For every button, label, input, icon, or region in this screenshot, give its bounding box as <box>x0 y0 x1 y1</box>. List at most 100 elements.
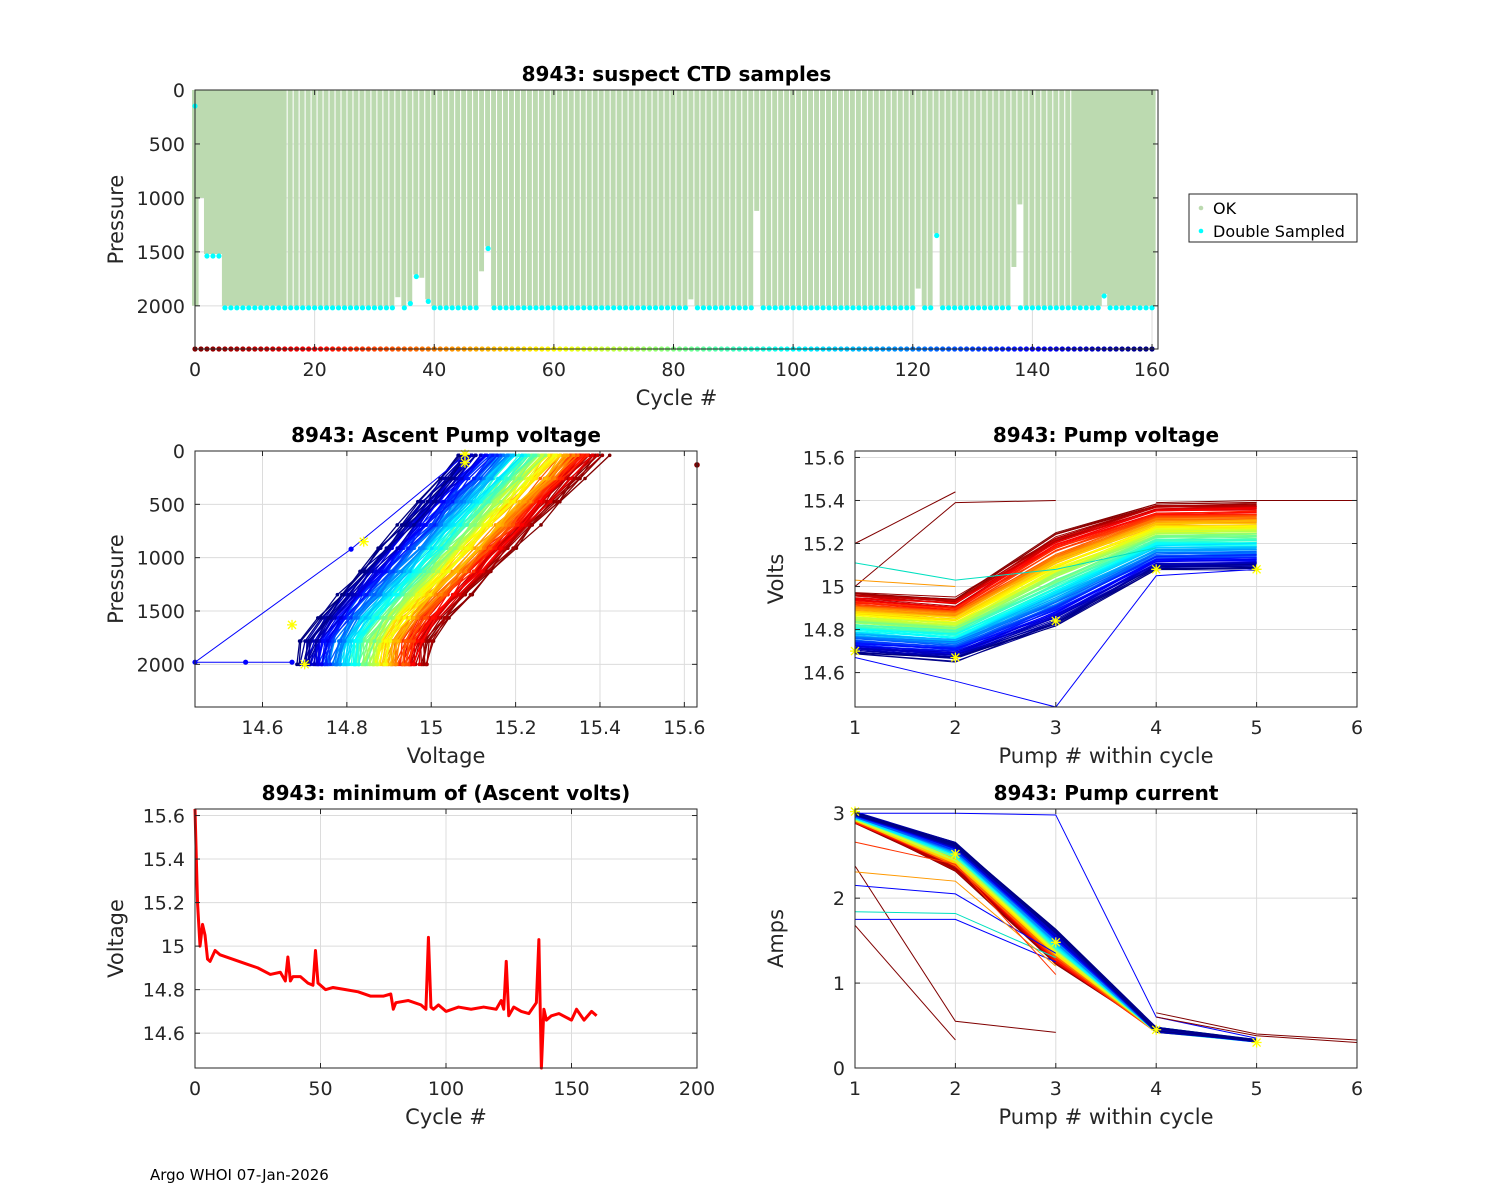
double-sampled-point <box>599 305 605 311</box>
data-layer <box>192 90 1156 352</box>
ok-sample-bar <box>299 90 305 306</box>
highlight-star <box>287 619 298 630</box>
profile-point <box>434 546 439 550</box>
profile-point <box>438 476 442 481</box>
profile-point <box>457 592 462 597</box>
double-sampled-point <box>461 305 467 311</box>
profile-point <box>338 662 342 667</box>
profile-point <box>495 523 500 527</box>
data-layer <box>193 808 598 1070</box>
profile-point <box>355 592 360 597</box>
ok-sample-bar <box>843 90 849 306</box>
profile-point <box>489 569 493 574</box>
double-sampled-point <box>329 305 336 311</box>
outlier-point <box>348 546 354 552</box>
ok-sample-bar <box>718 90 724 306</box>
double-sampled-point <box>880 305 886 311</box>
ok-sample-bar <box>909 90 915 306</box>
double-sampled-point <box>790 305 796 311</box>
x-axis-label: Pump # within cycle <box>999 744 1214 768</box>
ok-sample-bar <box>903 90 909 306</box>
outlier-current-line <box>855 918 1056 963</box>
profile-point <box>459 546 463 550</box>
profile-point <box>517 453 521 458</box>
profile-point <box>557 476 562 481</box>
profile-point <box>387 592 392 597</box>
ok-sample-bar <box>688 90 694 300</box>
profile-point <box>429 523 433 527</box>
double-sampled-point <box>772 305 778 311</box>
outlier-current-line <box>854 865 1056 1033</box>
double-sampled-point <box>635 305 641 311</box>
profile-point <box>408 569 412 574</box>
y-tick-label: 15.2 <box>143 893 185 915</box>
double-sampled-point <box>294 305 300 311</box>
double-sampled-point <box>934 232 940 239</box>
double-sampled-point <box>952 305 958 311</box>
data-layer <box>850 491 1357 708</box>
profile-point <box>370 569 374 574</box>
double-sampled-point <box>850 305 856 311</box>
profile-point <box>392 592 396 597</box>
profile-point <box>461 592 466 597</box>
profile-point <box>330 662 335 667</box>
double-sampled-point <box>509 305 515 311</box>
profile-point <box>365 569 369 574</box>
profile-point <box>431 569 436 574</box>
double-sampled-point <box>826 305 832 311</box>
profile-point <box>406 639 411 643</box>
double-sampled-point <box>306 305 312 311</box>
double-sampled-point <box>1029 305 1035 311</box>
cycle-profile-line <box>338 454 514 665</box>
profile-point <box>352 592 357 597</box>
ok-sample-bar <box>616 90 622 306</box>
y-tick-label: 0 <box>173 441 185 463</box>
ok-sample-bar <box>975 90 981 306</box>
profile-point <box>343 662 348 667</box>
profile-point <box>402 569 407 574</box>
profile-point <box>404 662 409 667</box>
x-tick-label: 20 <box>303 359 327 381</box>
profile-point <box>315 662 320 667</box>
profile-point <box>420 499 424 504</box>
ok-sample-bar <box>419 90 425 278</box>
x-tick-label: 5 <box>1251 1078 1263 1100</box>
ok-sample-bar <box>215 90 223 255</box>
profile-point <box>349 662 354 667</box>
double-sampled-point <box>862 305 868 311</box>
ok-sample-bar <box>550 90 556 306</box>
x-tick-label: 15.6 <box>663 717 705 739</box>
outlier-point <box>289 659 295 665</box>
double-sampled-point <box>652 305 659 311</box>
profile-point <box>473 453 478 458</box>
profile-point <box>341 592 345 597</box>
ok-sample-bar <box>969 90 975 306</box>
profile-point <box>468 499 473 504</box>
ok-sample-bar <box>1119 90 1126 306</box>
chart-title: 8943: minimum of (Ascent volts) <box>262 781 631 805</box>
profile-point <box>460 476 464 481</box>
ok-sample-bar <box>347 90 353 306</box>
ok-sample-bar <box>999 90 1005 306</box>
y-tick-label: 15 <box>821 577 845 599</box>
chart-ctd: 0 20 40 60 80 100 120 140 160 0 500 1000 1500 2000 894… <box>104 62 1358 410</box>
outlier-current-line <box>1156 1016 1358 1044</box>
profile-point <box>328 662 333 667</box>
double-sampled-point <box>814 305 820 311</box>
double-sampled-point <box>252 305 258 311</box>
profile-point <box>352 662 356 667</box>
profile-point <box>492 499 497 504</box>
cycle-profile-line <box>309 454 477 665</box>
profile-point <box>572 453 576 458</box>
ok-sample-bar <box>1131 90 1138 306</box>
double-sampled-point <box>1137 305 1143 311</box>
profile-point <box>547 476 551 481</box>
x-tick-label: 1 <box>849 717 861 739</box>
legend-box <box>1188 193 1358 243</box>
x-tick-label: 5 <box>1251 717 1263 739</box>
profile-point <box>356 639 360 643</box>
profile-point <box>346 592 351 597</box>
ok-sample-bar <box>305 90 311 306</box>
axes-frame <box>854 450 1358 708</box>
cycle-profile-line <box>305 454 464 665</box>
